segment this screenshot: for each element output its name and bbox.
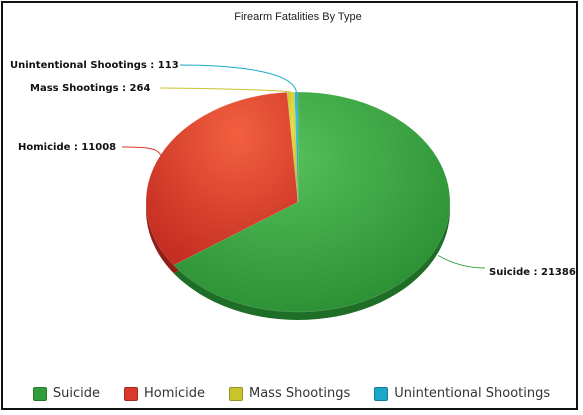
pie-slice-homicide[interactable] [145, 92, 299, 266]
leader-line-unintentional-shootings [179, 64, 297, 93]
pie-slice-unintentional-shootings[interactable] [294, 91, 299, 203]
data-label-homicide: Homicide : 11008 [18, 142, 116, 153]
legend-item-mass-shootings[interactable]: Mass Shootings [228, 386, 351, 401]
legend-label-mass-shootings: Mass Shootings [248, 386, 351, 401]
legend-label-unintentional-shootings: Unintentional Shootings [394, 386, 551, 401]
legend-swatch-unintentional-shootings [374, 386, 389, 401]
data-label-unintentional-shootings: Unintentional Shootings : 113 [10, 60, 179, 71]
leader-line-mass-shootings [159, 87, 292, 93]
legend-swatch-mass-shootings [228, 386, 243, 401]
legend-label-homicide: Homicide [143, 386, 205, 401]
chart-title: Firearm Fatalities By Type [234, 11, 362, 23]
legend-item-homicide[interactable]: Homicide [123, 386, 205, 401]
leader-line-homicide [121, 146, 162, 156]
legend-swatch-homicide [123, 386, 138, 401]
leader-lines [121, 64, 486, 269]
data-label-mass-shootings: Mass Shootings : 264 [30, 83, 150, 94]
pie-slice-suicide[interactable] [173, 91, 451, 313]
legend-swatch-suicide [32, 386, 47, 401]
data-labels: Suicide : 21386 Homicide : 11008 Mass Shoo… [10, 60, 576, 278]
pie-slices [145, 91, 451, 313]
legend: Suicide Homicide Mass Shootings Unintent… [0, 386, 583, 401]
leader-line-suicide [437, 255, 486, 269]
data-label-suicide: Suicide : 21386 [489, 267, 576, 278]
legend-item-unintentional-shootings[interactable]: Unintentional Shootings [374, 386, 550, 401]
legend-item-suicide[interactable]: Suicide [32, 386, 100, 401]
legend-label-suicide: Suicide [52, 386, 100, 401]
